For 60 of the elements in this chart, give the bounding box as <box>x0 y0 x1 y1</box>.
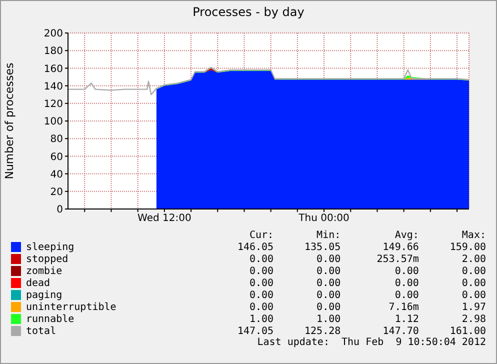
text: Min: <box>316 229 341 241</box>
text: 0.00 <box>316 277 341 289</box>
text: 0.00 <box>316 301 341 313</box>
text: 0.00 <box>460 277 486 289</box>
legend-label: dead <box>25 277 52 289</box>
text: 146.05 <box>236 241 274 253</box>
text: 147.70 <box>382 325 419 337</box>
text: 0.00 <box>394 289 419 301</box>
text: 0.00 <box>248 253 274 265</box>
legend-label: paging <box>25 289 64 301</box>
legend-label: stopped <box>25 253 70 265</box>
y-tick-label: 0 <box>56 204 63 216</box>
text: 125.28 <box>304 325 341 337</box>
text: 0.00 <box>316 253 341 265</box>
text: 0.00 <box>394 277 419 289</box>
text: 0.00 <box>248 265 274 277</box>
text: 147.05 <box>236 325 274 337</box>
text: 1.97 <box>460 301 486 313</box>
y-tick-label: 20 <box>50 186 63 198</box>
legend-label: uninterruptible <box>25 301 118 313</box>
text: 7.16m <box>388 301 419 313</box>
text: Last update: Thu Feb 9 10:50:04 2012 <box>256 337 486 348</box>
y-axis-title: Number of processes <box>2 62 16 180</box>
text: 0.00 <box>316 289 341 301</box>
y-tick-label: 120 <box>44 98 63 110</box>
text: 149.66 <box>382 241 419 253</box>
legend-label: sleeping <box>25 241 76 253</box>
text: Max: <box>460 229 486 241</box>
text: 1.12 <box>394 313 419 325</box>
y-tick-label: 60 <box>50 152 63 163</box>
legend-label: zombie <box>25 265 64 277</box>
text: 0.00 <box>460 289 486 301</box>
text: 0.00 <box>248 277 274 289</box>
text: 0.00 <box>316 265 341 277</box>
text: Cur: <box>248 229 274 241</box>
text: 161.00 <box>448 325 486 337</box>
text: 159.00 <box>448 241 486 253</box>
chart-title: Processes - by day <box>192 5 306 21</box>
y-tick-label: 200 <box>44 28 63 40</box>
text: 135.05 <box>304 241 341 253</box>
legend-label: total <box>25 325 58 337</box>
text: 253.57m <box>376 253 419 265</box>
x-tick-label: Wed 12:00 <box>138 213 192 224</box>
y-tick-label: 180 <box>44 46 63 58</box>
x-tick-label: Thu 00:00 <box>298 213 350 224</box>
text: 0.00 <box>248 289 274 301</box>
text: 0.00 <box>248 301 274 313</box>
y-tick-label: 140 <box>44 81 63 92</box>
text: 0.00 <box>394 265 419 277</box>
text: 0.00 <box>460 265 486 277</box>
text: 1.00 <box>316 313 341 325</box>
text: 2.00 <box>460 253 486 265</box>
text: Avg: <box>394 229 419 241</box>
legend-label: runnable <box>25 313 76 325</box>
text: 1.00 <box>248 313 274 325</box>
text: 2.98 <box>460 313 486 325</box>
y-tick-label: 100 <box>44 116 63 128</box>
y-tick-label: 160 <box>44 64 63 75</box>
y-tick-label: 80 <box>50 134 63 146</box>
y-tick-label: 40 <box>50 169 63 180</box>
